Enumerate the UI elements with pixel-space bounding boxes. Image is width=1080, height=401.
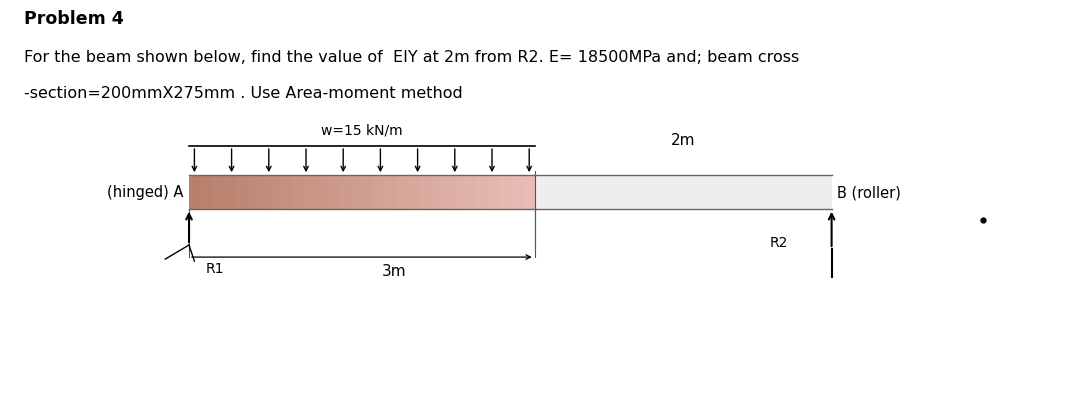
Bar: [431, 176, 443, 209]
Bar: [419, 176, 431, 209]
Text: For the beam shown below, find the value of  EIY at 2m from R2. E= 18500MPa and;: For the beam shown below, find the value…: [24, 50, 799, 65]
Text: w=15 kN/m: w=15 kN/m: [321, 123, 403, 137]
Bar: [362, 176, 374, 209]
Bar: [465, 176, 477, 209]
Bar: [270, 176, 281, 209]
Bar: [258, 176, 270, 209]
Bar: [281, 176, 293, 209]
Bar: [523, 176, 535, 209]
Bar: [374, 176, 384, 209]
Text: 3m: 3m: [382, 263, 406, 278]
Text: -section=200mmX275mm . Use Area-moment method: -section=200mmX275mm . Use Area-moment m…: [24, 86, 462, 101]
Bar: [235, 176, 246, 209]
Bar: [327, 176, 339, 209]
Bar: [212, 176, 224, 209]
Text: R1: R1: [205, 261, 224, 275]
Bar: [189, 176, 201, 209]
Bar: [246, 176, 258, 209]
Bar: [339, 176, 350, 209]
Bar: [443, 176, 454, 209]
Text: (hinged) A: (hinged) A: [107, 185, 184, 200]
Bar: [224, 176, 235, 209]
Bar: [408, 176, 419, 209]
Bar: [396, 176, 408, 209]
Bar: [477, 176, 488, 209]
Bar: [201, 176, 212, 209]
Bar: [488, 176, 500, 209]
Text: 2m: 2m: [671, 133, 696, 148]
Bar: [293, 176, 305, 209]
Bar: [454, 176, 465, 209]
Text: B (roller): B (roller): [837, 185, 901, 200]
Bar: [189, 176, 535, 209]
Bar: [384, 176, 396, 209]
Bar: [315, 176, 327, 209]
Bar: [512, 176, 523, 209]
Bar: [305, 176, 315, 209]
Bar: [500, 176, 512, 209]
Bar: [535, 176, 832, 209]
Bar: [350, 176, 362, 209]
Text: R2: R2: [770, 235, 788, 249]
Text: Problem 4: Problem 4: [24, 10, 123, 28]
